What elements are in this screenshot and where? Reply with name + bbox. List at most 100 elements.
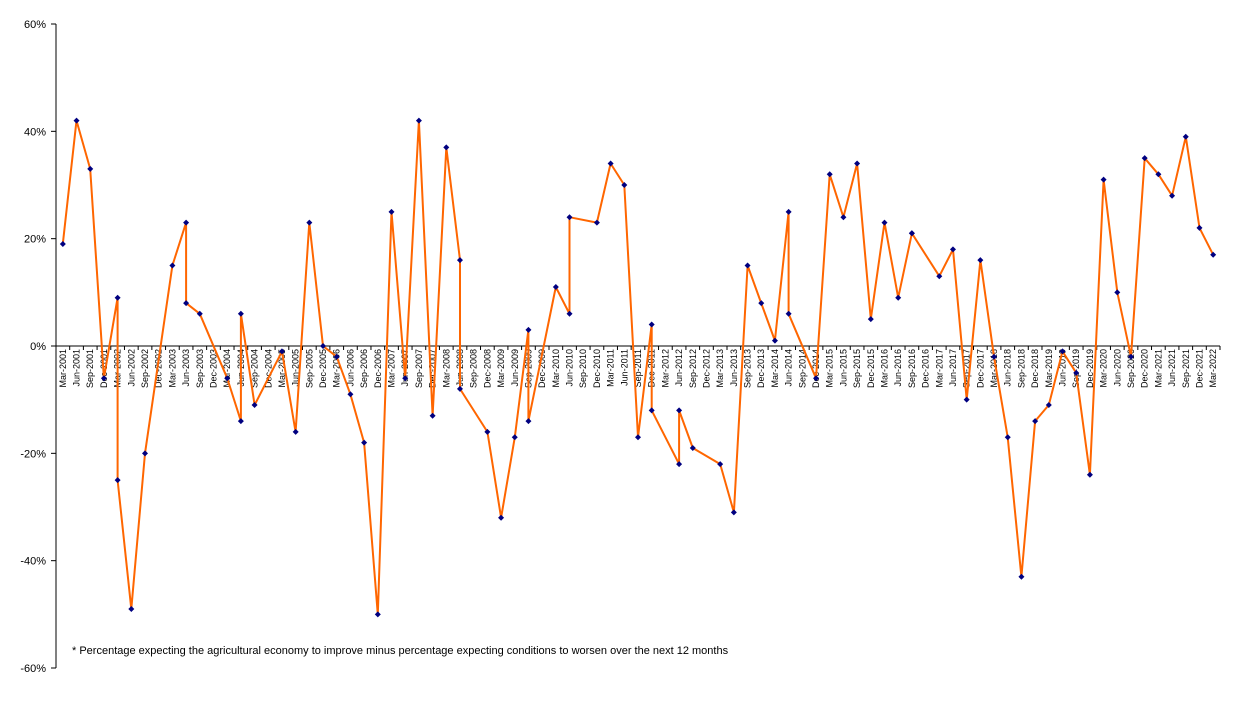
x-tick-label: Sep-2021 [1181,349,1191,388]
x-tick-label: Dec-2021 [1194,349,1204,388]
x-tick-label: Mar-2014 [770,349,780,388]
data-point [744,262,751,269]
x-tick-label: Dec-2007 [428,349,438,388]
x-tick-label: Dec-2012 [701,349,711,388]
x-tick-label: Dec-2019 [1085,349,1095,388]
x-tick-label: Dec-2016 [921,349,931,388]
data-point [771,337,778,344]
x-tick-label: Sep-2001 [85,349,95,388]
x-tick-label: Mar-2005 [277,349,287,388]
data-point [525,326,532,333]
x-axis: Mar-2001 Jun-2001 Sep-2001 Dec-2001 Mar-2002… [55,345,1221,388]
data-point [224,375,231,382]
data-point [1086,471,1093,478]
data-point [320,343,327,349]
data-point [991,353,998,360]
x-tick-label: Mar-2004 [222,349,232,388]
data-point [758,300,765,307]
x-tick-label: Dec-2004 [263,349,273,388]
x-tick-label: Dec-2018 [1030,349,1040,388]
x-tick-label: Jun-2015 [838,349,848,387]
data-point [949,246,956,253]
x-tick-label: Jun-2010 [565,349,575,387]
data-point [676,461,683,468]
data-point [114,477,121,484]
data-point [854,160,861,167]
data-point [785,208,792,215]
data-point [895,294,902,301]
data-point [525,418,532,425]
x-tick-label: Dec-2002 [154,349,164,388]
x-tick-label: Dec-2013 [756,349,766,388]
data-point [593,219,600,226]
x-tick-label: Mar-2017 [934,349,944,388]
data-point [1114,289,1121,296]
data-point [566,214,573,221]
data-point [1059,348,1066,355]
x-tick-label: Dec-2008 [482,349,492,388]
x-tick-label: Mar-2013 [715,349,725,388]
data-point [73,117,80,124]
footnote: * Percentage expecting the agricultural … [72,645,729,657]
data-point [388,208,395,215]
x-tick-label: Sep-2004 [250,349,260,388]
data-point [552,283,559,290]
data-point [347,391,354,398]
data-point [251,402,258,409]
data-point [730,509,737,516]
data-point [867,316,874,323]
x-tick-label: Mar-2006 [332,349,342,388]
data-point [511,434,518,441]
x-tick-label: Sep-2019 [1071,349,1081,388]
x-tick-label: Dec-2020 [1140,349,1150,388]
y-tick-label: 0% [30,341,46,353]
data-point [689,444,696,451]
data-point [785,310,792,317]
x-tick-label: Jun-2006 [345,349,355,387]
data-point [306,219,313,226]
x-tick-label: Mar-2007 [387,349,397,388]
data-point [676,407,683,414]
data-point [333,353,340,360]
data-point [826,171,833,178]
x-tick-label: Dec-2009 [537,349,547,388]
data-point [1073,369,1080,376]
x-tick-label: Jun-2017 [948,349,958,387]
data-point [908,230,915,237]
x-tick-label: Jun-2012 [674,349,684,387]
data-point [813,375,820,382]
data-point [237,418,244,425]
x-tick-label: Sep-2014 [797,349,807,388]
data-point [429,412,436,419]
data-point [648,407,655,414]
x-tick-label: Sep-2013 [743,349,753,388]
x-tick-label: Sep-2018 [1016,349,1026,388]
x-tick-label: Sep-2020 [1126,349,1136,388]
data-point [128,605,135,612]
data-point [607,160,614,167]
data-point [87,165,94,172]
y-tick-label: -60% [20,663,46,675]
y-tick-label: 40% [24,126,46,138]
x-tick-label: Mar-2015 [825,349,835,388]
x-tick-label: Jun-2014 [784,349,794,387]
data-point [361,439,368,446]
data-point [1032,418,1039,425]
data-point [415,117,422,124]
data-point [1045,402,1052,409]
data-point [196,310,203,317]
x-tick-label: Dec-2006 [373,349,383,388]
data-point [142,450,149,457]
y-axis: 60% 40% 20% 0% -20% -40% -60% [20,19,57,675]
series-line [61,119,1215,616]
x-tick-label: Sep-2015 [852,349,862,388]
data-point [621,182,628,188]
x-tick-label: Mar-2008 [441,349,451,388]
data-point [717,461,724,468]
data-point [977,257,984,264]
x-tick-label: Sep-2003 [195,349,205,388]
data-point [1127,353,1134,360]
x-tick-label: Sep-2012 [688,349,698,388]
data-point [963,396,970,403]
x-tick-label: Mar-2022 [1208,349,1218,388]
